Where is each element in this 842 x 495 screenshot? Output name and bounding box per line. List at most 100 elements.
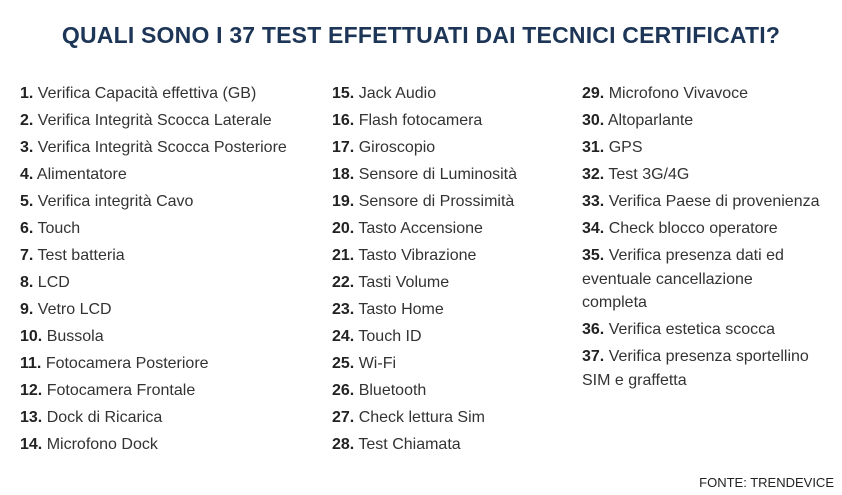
test-item: 15. Jack Audio <box>332 82 577 106</box>
item-text: Fotocamera Frontale <box>46 382 196 399</box>
item-number: 19. <box>332 193 355 210</box>
item-text: Verifica presenza sportellino SIM e graf… <box>582 348 809 389</box>
item-text: Tasto Accensione <box>358 220 483 237</box>
column: 1. Verifica Capacità effettiva (GB) 2. Ve… <box>20 82 325 460</box>
item-number: 28. <box>332 436 355 453</box>
test-item: 30. Altoparlante <box>582 109 822 133</box>
item-number: 22. <box>332 274 355 291</box>
item-number: 20. <box>332 220 355 237</box>
item-text: LCD <box>37 274 70 291</box>
item-number: 14. <box>20 436 43 453</box>
item-text: Verifica Capacità effettiva (GB) <box>37 85 257 102</box>
title: QUALI SONO I 37 TEST EFFETTUATI DAI TECN… <box>61 22 781 48</box>
item-number: 32. <box>582 166 605 183</box>
item-number: 16. <box>332 112 355 129</box>
test-item: 12. Fotocamera Frontale <box>20 379 325 403</box>
item-text: Alimentatore <box>36 166 127 183</box>
test-item: 1. Verifica Capacità effettiva (GB) <box>20 82 325 106</box>
test-item: 2. Verifica Integrità Scocca Laterale <box>20 109 325 133</box>
item-number: 26. <box>332 382 355 399</box>
test-item: 3. Verifica Integrità Scocca Posteriore <box>20 136 325 160</box>
item-number: 10. <box>20 328 43 345</box>
item-number: 18. <box>332 166 355 183</box>
item-number: 27. <box>332 409 355 426</box>
item-text: Sensore di Luminosità <box>358 166 518 183</box>
test-item: 28. Test Chiamata <box>332 433 577 457</box>
test-item: 9. Vetro LCD <box>20 298 325 322</box>
item-number: 12. <box>20 382 43 399</box>
item-text: Sensore di Prossimità <box>358 193 515 210</box>
item-text: Touch ID <box>358 328 422 345</box>
item-text: Check lettura Sim <box>358 409 485 426</box>
test-item: 5. Verifica integrità Cavo <box>20 190 325 214</box>
test-item: 16. Flash fotocamera <box>332 109 577 133</box>
test-item: 20. Tasto Accensione <box>332 217 577 241</box>
item-number: 29. <box>582 85 605 102</box>
item-text: Vetro LCD <box>37 301 112 318</box>
item-text: Check blocco operatore <box>608 220 778 237</box>
column: 29. Microfono Vivavoce 30. Altoparlante 31… <box>582 82 822 396</box>
test-item: 23. Tasto Home <box>332 298 577 322</box>
item-text: Tasto Vibrazione <box>358 247 477 264</box>
test-item: 4. Alimentatore <box>20 163 325 187</box>
item-text: Verifica estetica scocca <box>608 321 775 338</box>
test-item: 27. Check lettura Sim <box>332 406 577 430</box>
item-text: Touch <box>37 220 81 237</box>
item-number: 8. <box>20 274 34 291</box>
item-text: Microfono Vivavoce <box>608 85 749 102</box>
item-number: 37. <box>582 348 605 365</box>
test-item: 26. Bluetooth <box>332 379 577 403</box>
item-text: Tasti Volume <box>358 274 450 291</box>
test-item: 31. GPS <box>582 136 822 160</box>
item-number: 3. <box>20 139 34 156</box>
test-item: 22. Tasti Volume <box>332 271 577 295</box>
item-text: GPS <box>608 139 643 156</box>
test-item: 17. Giroscopio <box>332 136 577 160</box>
item-number: 30. <box>582 112 605 129</box>
test-item: 14. Microfono Dock <box>20 433 325 457</box>
item-text: Verifica integrità Cavo <box>37 193 194 210</box>
test-item: 13. Dock di Ricarica <box>20 406 325 430</box>
test-item: 29. Microfono Vivavoce <box>582 82 822 106</box>
item-number: 2. <box>20 112 34 129</box>
item-text: Test batteria <box>37 247 125 264</box>
item-text: Verifica Integrità Scocca Laterale <box>37 112 272 129</box>
item-number: 17. <box>332 139 355 156</box>
test-item: 7. Test batteria <box>20 244 325 268</box>
test-item: 25. Wi-Fi <box>332 352 577 376</box>
test-item: 24. Touch ID <box>332 325 577 349</box>
item-number: 11. <box>20 355 42 372</box>
item-text: Flash fotocamera <box>358 112 483 129</box>
item-number: 15. <box>332 85 355 102</box>
item-number: 4. <box>20 166 34 183</box>
test-item: 21. Tasto Vibrazione <box>332 244 577 268</box>
item-number: 9. <box>20 301 34 318</box>
item-number: 23. <box>332 301 355 318</box>
test-item: 18. Sensore di Luminosità <box>332 163 577 187</box>
item-text: Test 3G/4G <box>608 166 690 183</box>
item-text: Tasto Home <box>358 301 444 318</box>
test-item: 8. LCD <box>20 271 325 295</box>
test-item: 32. Test 3G/4G <box>582 163 822 187</box>
item-number: 35. <box>582 247 605 264</box>
item-text: Wi-Fi <box>358 355 397 372</box>
item-text: Bluetooth <box>358 382 427 399</box>
item-number: 7. <box>20 247 34 264</box>
item-number: 34. <box>582 220 605 237</box>
item-number: 13. <box>20 409 43 426</box>
test-item: 36. Verifica estetica scocca <box>582 318 822 342</box>
item-text: Microfono Dock <box>46 436 158 453</box>
test-item: 11. Fotocamera Posteriore <box>20 352 325 376</box>
item-number: 24. <box>332 328 355 345</box>
item-text: Verifica Integrità Scocca Posteriore <box>37 139 287 156</box>
item-text: Bussola <box>46 328 104 345</box>
item-number: 5. <box>20 193 34 210</box>
item-text: Dock di Ricarica <box>46 409 163 426</box>
item-number: 33. <box>582 193 605 210</box>
item-number: 36. <box>582 321 605 338</box>
item-text: Fotocamera Posteriore <box>45 355 209 372</box>
item-text: Verifica presenza dati ed eventuale canc… <box>582 247 784 311</box>
item-text: Altoparlante <box>607 112 694 129</box>
item-number: 25. <box>332 355 355 372</box>
